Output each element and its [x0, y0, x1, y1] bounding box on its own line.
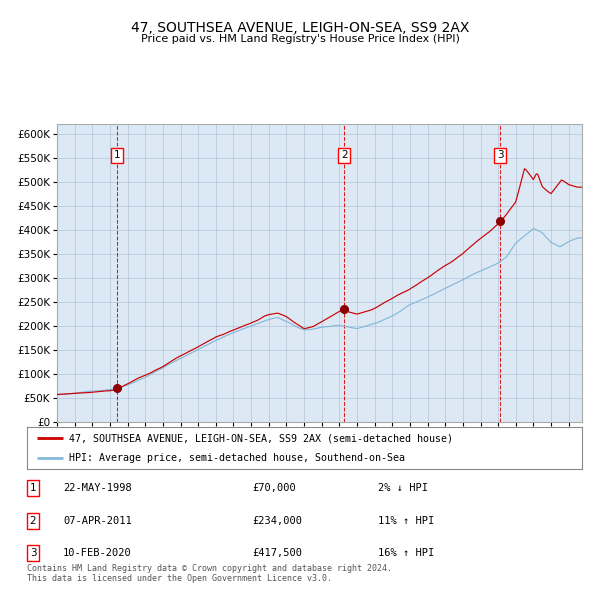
Text: 10-FEB-2020: 10-FEB-2020 — [63, 548, 132, 558]
Text: 2% ↓ HPI: 2% ↓ HPI — [378, 483, 428, 493]
Text: Price paid vs. HM Land Registry's House Price Index (HPI): Price paid vs. HM Land Registry's House … — [140, 34, 460, 44]
Text: 2: 2 — [29, 516, 37, 526]
Text: 22-MAY-1998: 22-MAY-1998 — [63, 483, 132, 493]
Text: 2: 2 — [341, 150, 347, 160]
Text: 1: 1 — [113, 150, 120, 160]
Text: 3: 3 — [497, 150, 503, 160]
Text: 1: 1 — [29, 483, 37, 493]
Text: Contains HM Land Registry data © Crown copyright and database right 2024.
This d: Contains HM Land Registry data © Crown c… — [27, 563, 392, 583]
Text: 11% ↑ HPI: 11% ↑ HPI — [378, 516, 434, 526]
Text: 16% ↑ HPI: 16% ↑ HPI — [378, 548, 434, 558]
Text: 07-APR-2011: 07-APR-2011 — [63, 516, 132, 526]
Text: 47, SOUTHSEA AVENUE, LEIGH-ON-SEA, SS9 2AX: 47, SOUTHSEA AVENUE, LEIGH-ON-SEA, SS9 2… — [131, 21, 469, 35]
Text: £70,000: £70,000 — [252, 483, 296, 493]
Text: 3: 3 — [29, 548, 37, 558]
Text: HPI: Average price, semi-detached house, Southend-on-Sea: HPI: Average price, semi-detached house,… — [68, 453, 404, 463]
Text: £234,000: £234,000 — [252, 516, 302, 526]
Text: £417,500: £417,500 — [252, 548, 302, 558]
Text: 47, SOUTHSEA AVENUE, LEIGH-ON-SEA, SS9 2AX (semi-detached house): 47, SOUTHSEA AVENUE, LEIGH-ON-SEA, SS9 2… — [68, 433, 452, 443]
